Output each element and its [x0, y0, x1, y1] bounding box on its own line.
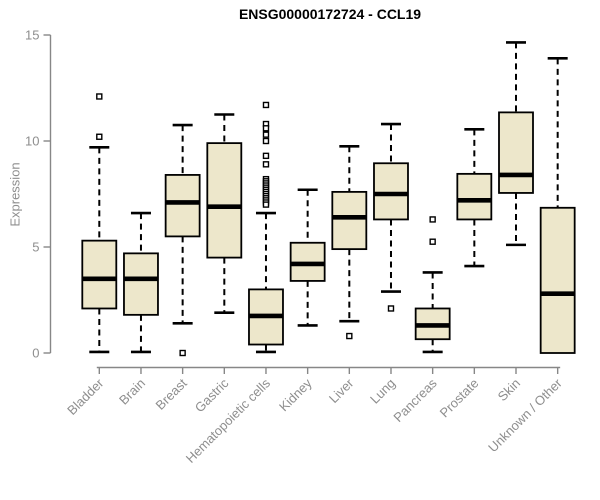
iqr-box — [456, 172, 493, 221]
iqr-box — [164, 174, 201, 238]
outlier-point — [96, 93, 103, 100]
x-tick-label-gastric: Gastric — [192, 375, 232, 415]
y-tick-label: 5 — [32, 240, 39, 255]
outlier-point — [262, 137, 270, 145]
boxplot-brain — [123, 211, 159, 354]
outlier-point — [179, 349, 186, 357]
boxplot-breast — [164, 123, 201, 357]
outlier-point — [262, 125, 270, 132]
boxplot-gastric — [206, 113, 243, 315]
outlier-point — [429, 238, 436, 245]
outlier-point — [262, 101, 270, 109]
x-tick-label-liver: Liver — [326, 375, 357, 406]
iqr-box — [206, 142, 243, 259]
x-tick-label-kidney: Kidney — [276, 375, 315, 414]
outlier-point — [96, 133, 103, 140]
iqr-box — [123, 252, 159, 316]
outlier-point — [262, 152, 270, 160]
boxplot-unknown-other — [539, 57, 576, 354]
iqr-box — [498, 111, 534, 194]
outlier-point — [262, 161, 270, 168]
x-tick-label-bladder: Bladder — [64, 375, 107, 418]
outlier-point — [262, 201, 270, 208]
x-tick-label-breast: Breast — [153, 375, 190, 412]
chart-title: ENSG00000172724 - CCL19 — [238, 6, 422, 22]
y-axis-title: Expression — [7, 162, 23, 227]
boxplot-skin — [498, 41, 534, 247]
boxplot-kidney — [289, 188, 326, 327]
x-tick-label-prostate: Prostate — [437, 376, 482, 421]
iqr-box — [373, 162, 409, 221]
boxplot-hematopoietic-cells — [248, 101, 284, 354]
boxplot-prostate — [456, 128, 493, 268]
iqr-box — [81, 239, 118, 310]
outlier-point — [262, 131, 270, 138]
outlier-point — [346, 332, 353, 340]
outlier-point — [387, 305, 395, 312]
y-tick-label: 10 — [25, 134, 39, 149]
outlier-point — [429, 216, 436, 223]
boxplot-bladder — [81, 93, 118, 354]
y-tick-label: 15 — [25, 28, 39, 43]
x-tick-label-unknown-other: Unknown / Other — [485, 375, 565, 455]
x-tick-label-brain: Brain — [116, 376, 148, 408]
boxplot-lung — [373, 122, 409, 312]
iqr-box — [331, 190, 368, 251]
x-tick-label-lung: Lung — [367, 376, 398, 407]
y-tick-label: 0 — [32, 346, 39, 361]
boxplot-pancreas — [414, 216, 451, 354]
x-tick-label-skin: Skin — [495, 376, 523, 404]
x-tick-label-pancreas: Pancreas — [390, 375, 440, 425]
boxplot-liver — [331, 145, 368, 340]
iqr-box — [539, 206, 576, 354]
y-axis: 0 5 10 15 — [25, 28, 52, 361]
